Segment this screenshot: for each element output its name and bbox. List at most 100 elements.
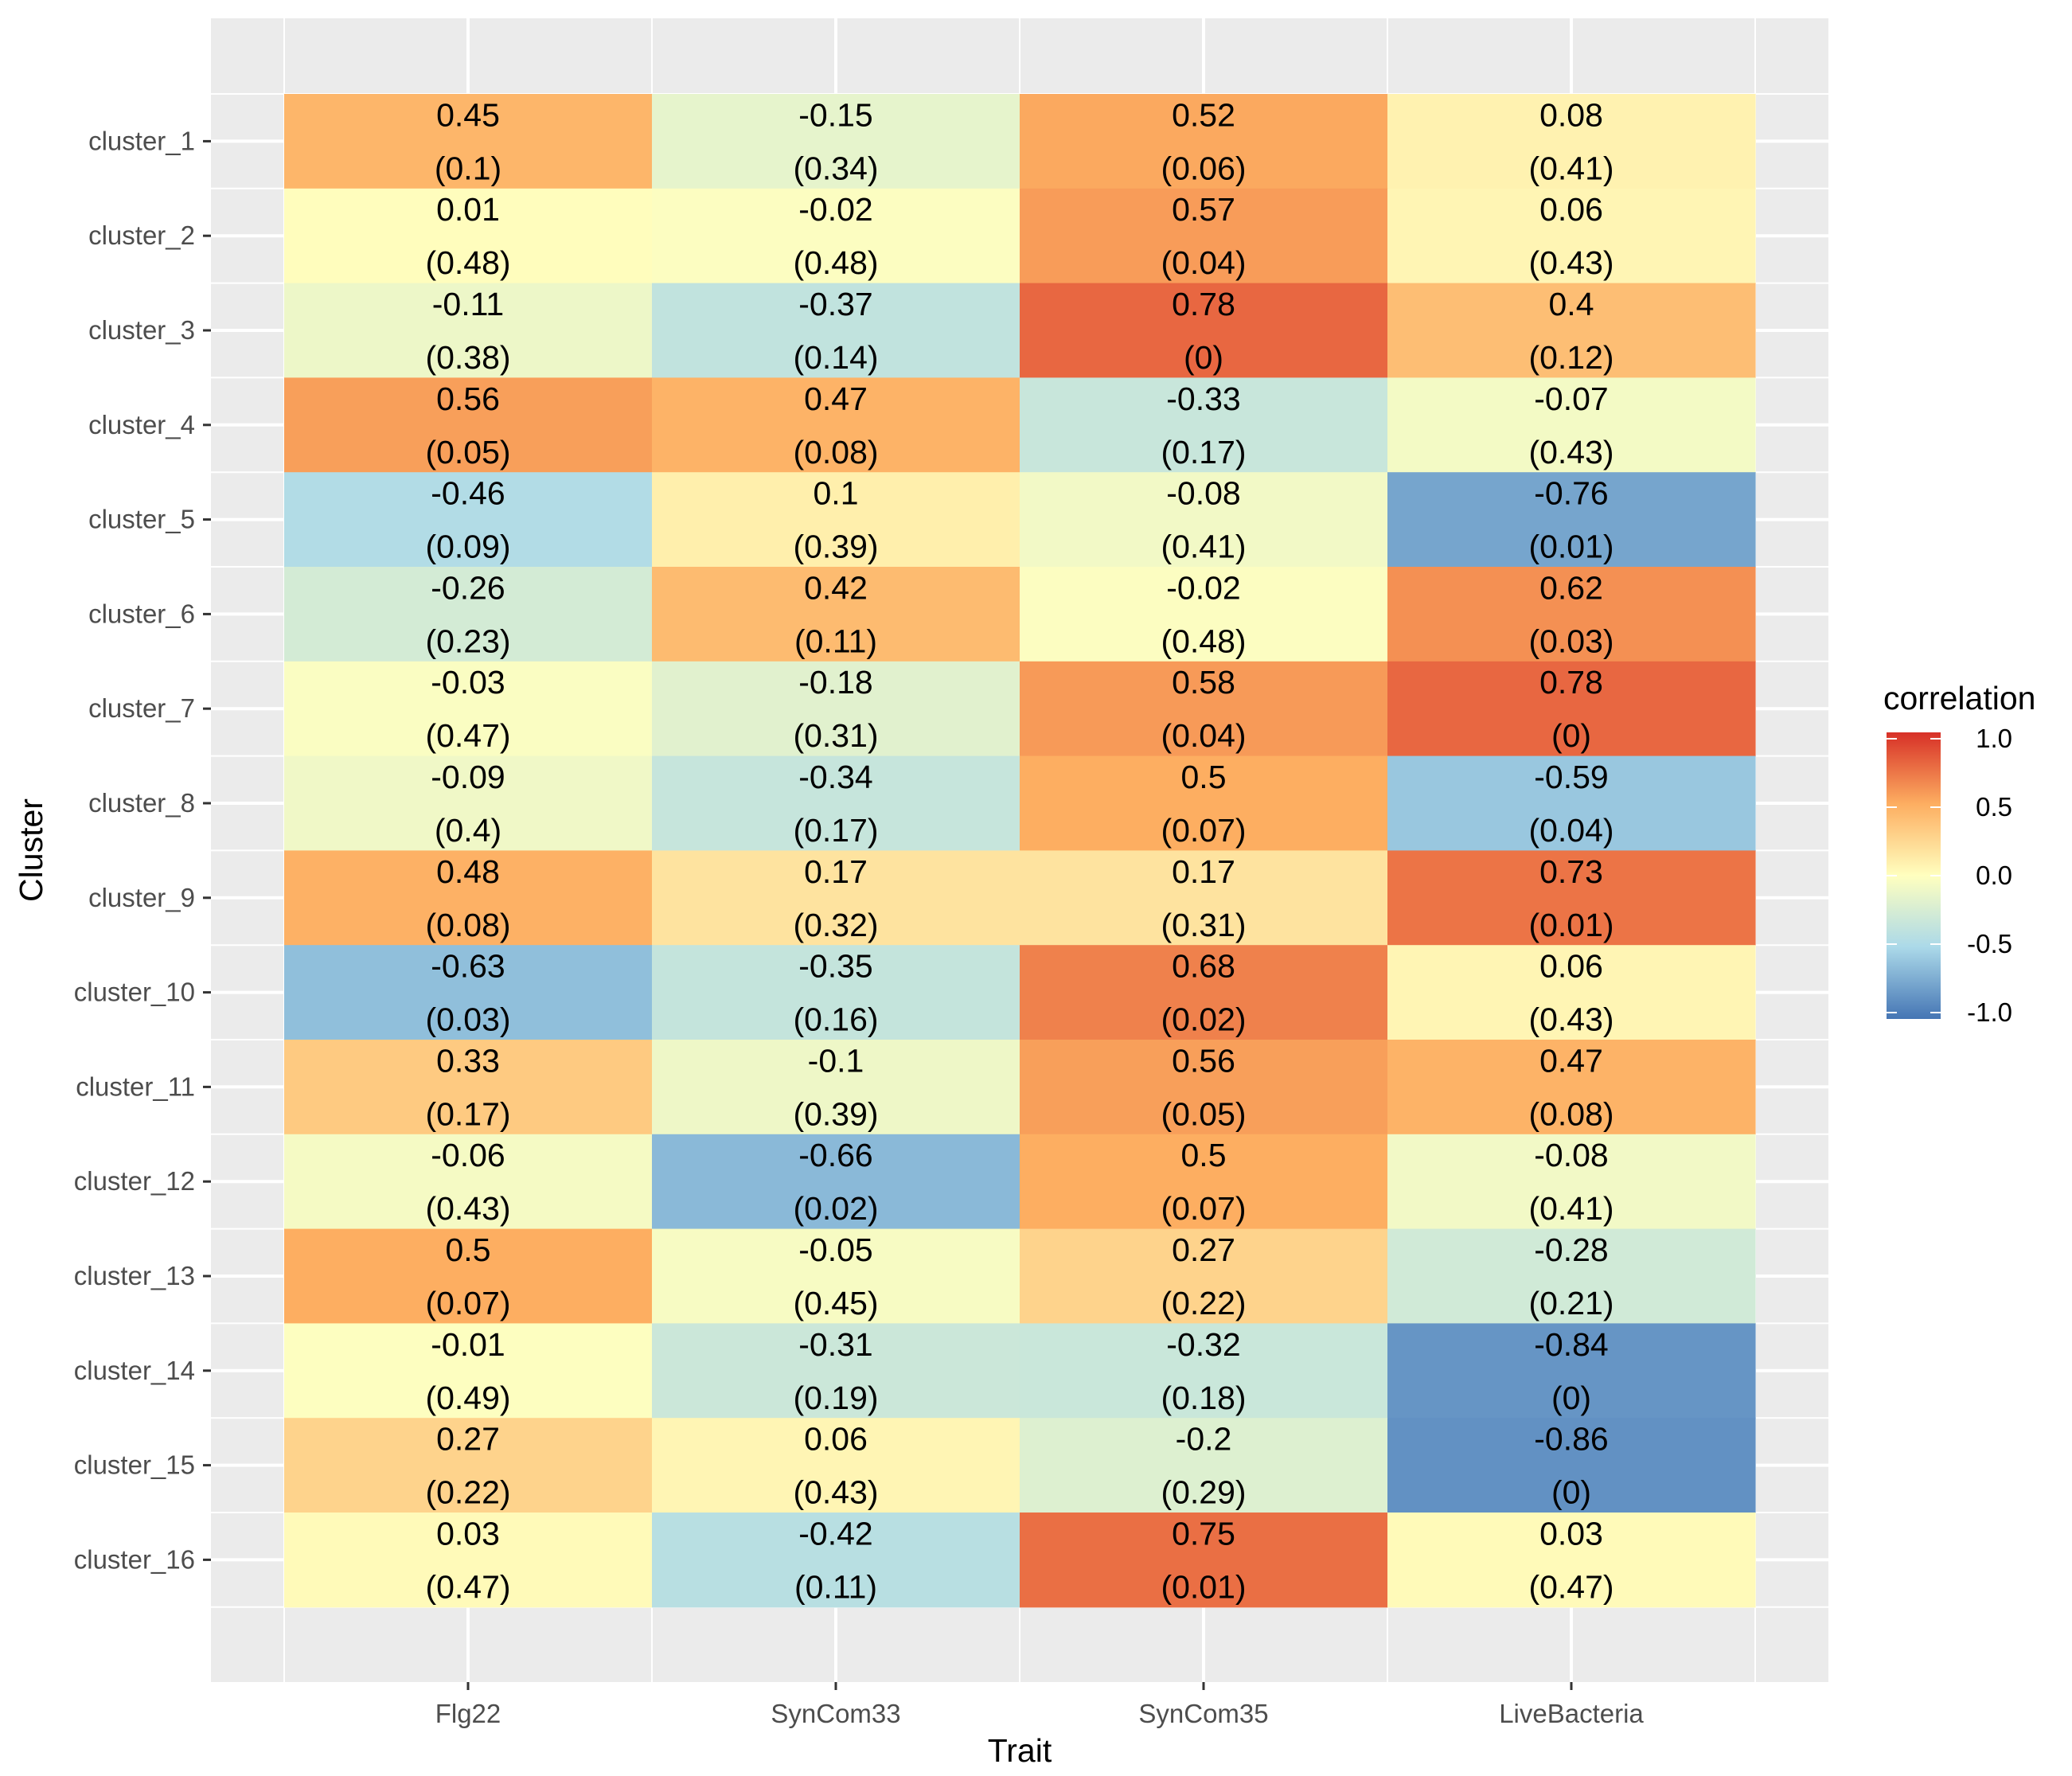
x-tick-label: LiveBacteria <box>1499 1699 1644 1728</box>
cell-value-label: 0.17 <box>804 853 868 890</box>
heatmap-cell <box>1387 661 1756 757</box>
heatmap-cell <box>284 661 653 757</box>
heatmap-cell <box>1387 1228 1756 1324</box>
cell-value-label: -0.02 <box>1166 569 1240 606</box>
heatmap-cell <box>1020 1228 1388 1324</box>
heatmap-cell <box>284 567 653 662</box>
heatmap-cell <box>1020 1418 1388 1513</box>
cell-value-label: 0.01 <box>436 191 500 228</box>
cell-pvalue-label: (0.21) <box>1528 1285 1614 1321</box>
heatmap-cell <box>652 283 1020 378</box>
heatmap-cell <box>284 1418 653 1513</box>
heatmap-cell <box>284 472 653 568</box>
cell-value-label: 0.42 <box>804 569 868 606</box>
cell-value-label: -0.33 <box>1166 381 1240 417</box>
cell-pvalue-label: (0) <box>1184 339 1223 376</box>
legend-break-label: -1.0 <box>1967 997 2012 1027</box>
cell-pvalue-label: (0.06) <box>1161 150 1246 186</box>
cell-pvalue-label: (0.43) <box>1528 434 1614 470</box>
y-tick-label: cluster_5 <box>88 505 195 534</box>
heatmap-cell <box>1387 94 1756 189</box>
cell-value-label: -0.11 <box>432 286 504 322</box>
heatmap-cell <box>1387 472 1756 568</box>
heatmap-cell <box>1387 283 1756 378</box>
cell-pvalue-label: (0.18) <box>1161 1380 1246 1416</box>
x-tick-label: SynCom33 <box>771 1699 900 1728</box>
cell-pvalue-label: (0.43) <box>793 1474 878 1511</box>
cell-pvalue-label: (0.22) <box>425 1474 510 1511</box>
cell-value-label: 0.06 <box>804 1421 868 1458</box>
heatmap-cells <box>284 94 1756 1608</box>
legend-title: correlation <box>1883 680 2035 716</box>
heatmap-cell <box>1387 377 1756 473</box>
heatmap-cell <box>284 377 653 473</box>
cell-value-label: -0.01 <box>431 1326 505 1363</box>
cell-pvalue-label: (0.32) <box>793 907 878 943</box>
heatmap-cell <box>652 755 1020 851</box>
heatmap-cell <box>652 1323 1020 1419</box>
heatmap-cell <box>652 377 1020 473</box>
cell-value-label: -0.63 <box>431 948 505 985</box>
cell-pvalue-label: (0.47) <box>425 1568 510 1605</box>
cell-pvalue-label: (0.43) <box>1528 244 1614 281</box>
cell-value-label: -0.07 <box>1534 381 1608 417</box>
cell-pvalue-label: (0.12) <box>1528 339 1614 376</box>
heatmap-cell <box>1020 472 1388 568</box>
cell-value-label: 0.06 <box>1539 948 1603 985</box>
cell-pvalue-label: (0.31) <box>793 717 878 754</box>
y-tick-label: cluster_8 <box>88 788 195 818</box>
cell-pvalue-label: (0.31) <box>1161 907 1246 943</box>
cell-value-label: 0.56 <box>436 381 500 417</box>
cell-value-label: 0.1 <box>814 475 859 512</box>
heatmap-cell <box>1387 850 1756 946</box>
cell-value-label: 0.08 <box>1539 96 1603 133</box>
cell-value-label: -0.1 <box>808 1042 864 1079</box>
cell-value-label: -0.37 <box>798 286 872 322</box>
cell-pvalue-label: (0.19) <box>793 1380 878 1416</box>
cell-pvalue-label: (0.08) <box>1528 1095 1614 1132</box>
cell-value-label: 0.62 <box>1539 569 1603 606</box>
cell-value-label: 0.27 <box>436 1421 500 1458</box>
cell-pvalue-label: (0.23) <box>425 623 510 659</box>
cell-value-label: 0.57 <box>1172 191 1235 228</box>
x-axis: Flg22 SynCom33 SynCom35 LiveBacteria <box>435 1682 1644 1728</box>
cell-pvalue-label: (0.48) <box>425 244 510 281</box>
cell-value-label: -0.86 <box>1534 1421 1608 1458</box>
heatmap-cell <box>1387 567 1756 662</box>
cell-pvalue-label: (0) <box>1551 1380 1591 1416</box>
cell-pvalue-label: (0.04) <box>1161 717 1246 754</box>
cell-value-label: -0.15 <box>798 96 872 133</box>
cell-pvalue-label: (0.1) <box>435 150 501 186</box>
cell-pvalue-label: (0.48) <box>1161 623 1246 659</box>
y-tick-label: cluster_1 <box>88 126 195 155</box>
y-tick-label: cluster_15 <box>74 1450 195 1480</box>
cell-pvalue-label: (0) <box>1551 717 1591 754</box>
cell-value-label: 0.27 <box>1172 1231 1235 1268</box>
cell-pvalue-label: (0.05) <box>425 434 510 470</box>
heatmap-cell <box>284 1513 653 1608</box>
cell-pvalue-label: (0.41) <box>1528 1190 1614 1227</box>
cell-pvalue-label: (0.17) <box>425 1095 510 1132</box>
cell-pvalue-label: (0.08) <box>425 907 510 943</box>
heatmap-cell <box>652 1228 1020 1324</box>
cell-pvalue-label: (0.04) <box>1528 812 1614 849</box>
heatmap-cell <box>1020 94 1388 189</box>
heatmap-cell <box>652 850 1020 946</box>
heatmap-cell <box>1020 1040 1388 1135</box>
cell-value-label: -0.59 <box>1534 759 1608 795</box>
cell-pvalue-label: (0.07) <box>1161 812 1246 849</box>
cell-pvalue-label: (0.03) <box>1528 623 1614 659</box>
heatmap-cell <box>1387 1418 1756 1513</box>
legend-break-label: 0.5 <box>1976 792 2012 822</box>
legend-break-label: 0.0 <box>1976 861 2012 890</box>
heatmap-cell <box>1020 755 1388 851</box>
heatmap-cell <box>284 1040 653 1135</box>
heatmap-cell <box>284 1134 653 1230</box>
heatmap-cell <box>1020 850 1388 946</box>
y-tick-label: cluster_4 <box>88 410 195 439</box>
heatmap-cell <box>652 1513 1020 1608</box>
cell-pvalue-label: (0.08) <box>793 434 878 470</box>
heatmap-cell <box>1020 1513 1388 1608</box>
cell-value-label: 0.52 <box>1172 96 1235 133</box>
